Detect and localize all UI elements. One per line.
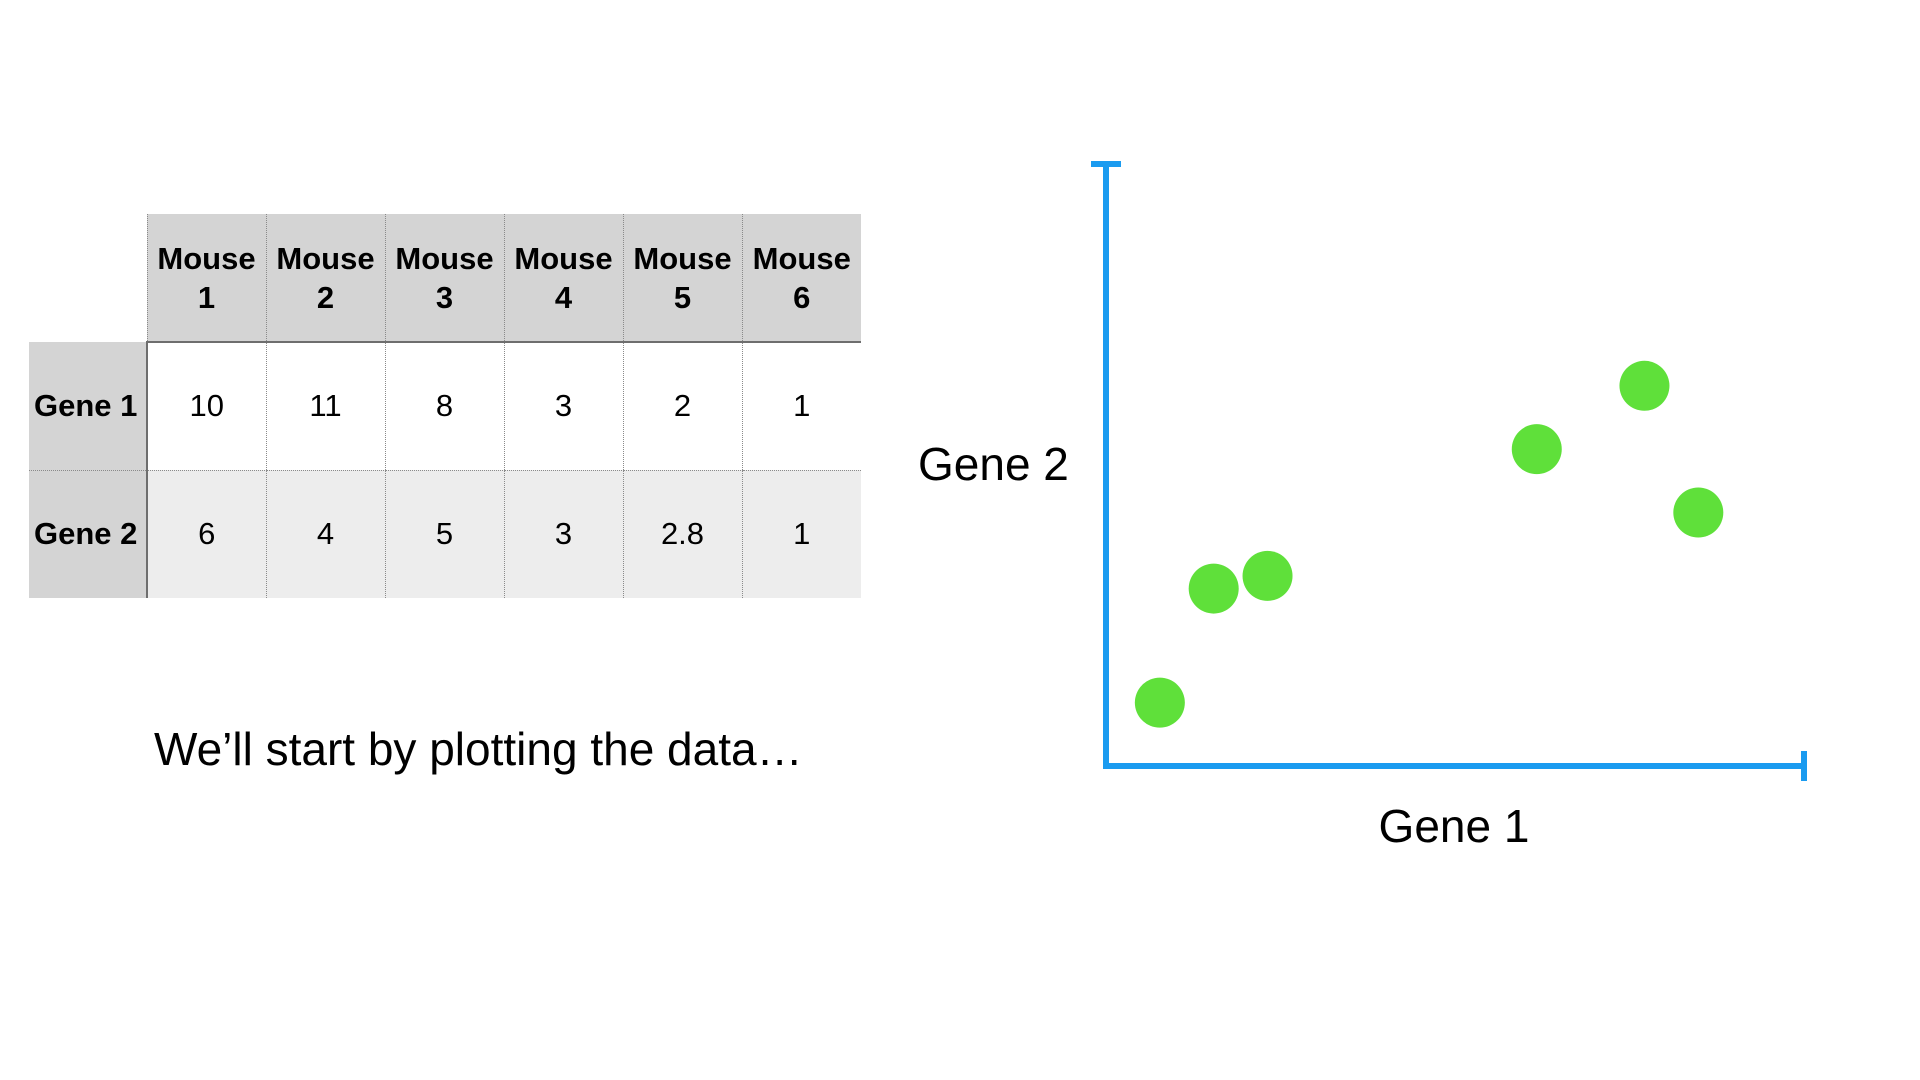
data-point-2 [1673, 487, 1724, 538]
slide-caption: We’ll start by plotting the data… [154, 723, 803, 775]
table-cell: 4 [265, 470, 385, 598]
x-axis-label: Gene 1 [1379, 800, 1530, 852]
column-header-mouse-1: Mouse 1 [146, 214, 266, 343]
table-cell: 6 [146, 470, 266, 598]
data-points [1134, 360, 1724, 728]
table-cell: 1 [741, 470, 861, 598]
table-cell: 5 [384, 470, 504, 598]
data-point-6 [1134, 677, 1185, 728]
table-row-gene-1: Gene 1 10 11 8 3 2 1 [29, 342, 861, 471]
table-cell: 11 [265, 342, 385, 471]
column-header-label: Mouse 6 [752, 240, 851, 315]
data-point-4 [1242, 550, 1293, 601]
row-header-gene-2: Gene 2 [29, 470, 148, 598]
table-cell: 3 [503, 342, 623, 471]
table-cell: 2 [622, 342, 742, 471]
column-header-label: Mouse 3 [395, 240, 494, 315]
column-header-mouse-4: Mouse 4 [503, 214, 623, 343]
column-header-label: Mouse 1 [157, 240, 256, 315]
column-header-mouse-5: Mouse 5 [622, 214, 742, 343]
table-cell: 2.8 [622, 470, 742, 598]
data-table: Mouse 1 Mouse 2 Mouse 3 Mouse 4 Mouse 5 … [29, 214, 861, 598]
table-corner-cell [29, 214, 147, 342]
column-header-mouse-2: Mouse 2 [265, 214, 385, 343]
table-cell: 10 [146, 342, 266, 471]
table-cell: 8 [384, 342, 504, 471]
column-header-label: Mouse 4 [514, 240, 613, 315]
column-header-mouse-6: Mouse 6 [741, 214, 861, 343]
data-point-3 [1511, 424, 1562, 475]
row-header-gene-1: Gene 1 [29, 342, 148, 471]
data-point-5 [1188, 563, 1239, 614]
table-cell: 1 [741, 342, 861, 471]
column-header-mouse-3: Mouse 3 [384, 214, 504, 343]
table-cell: 3 [503, 470, 623, 598]
column-header-label: Mouse 5 [633, 240, 732, 315]
table-row-gene-2: Gene 2 6 4 5 3 2.8 1 [29, 470, 861, 598]
data-point-1 [1619, 360, 1670, 411]
table-header-row: Mouse 1 Mouse 2 Mouse 3 Mouse 4 Mouse 5 … [29, 214, 861, 343]
y-axis-label: Gene 2 [918, 438, 1069, 490]
column-header-label: Mouse 2 [276, 240, 375, 315]
